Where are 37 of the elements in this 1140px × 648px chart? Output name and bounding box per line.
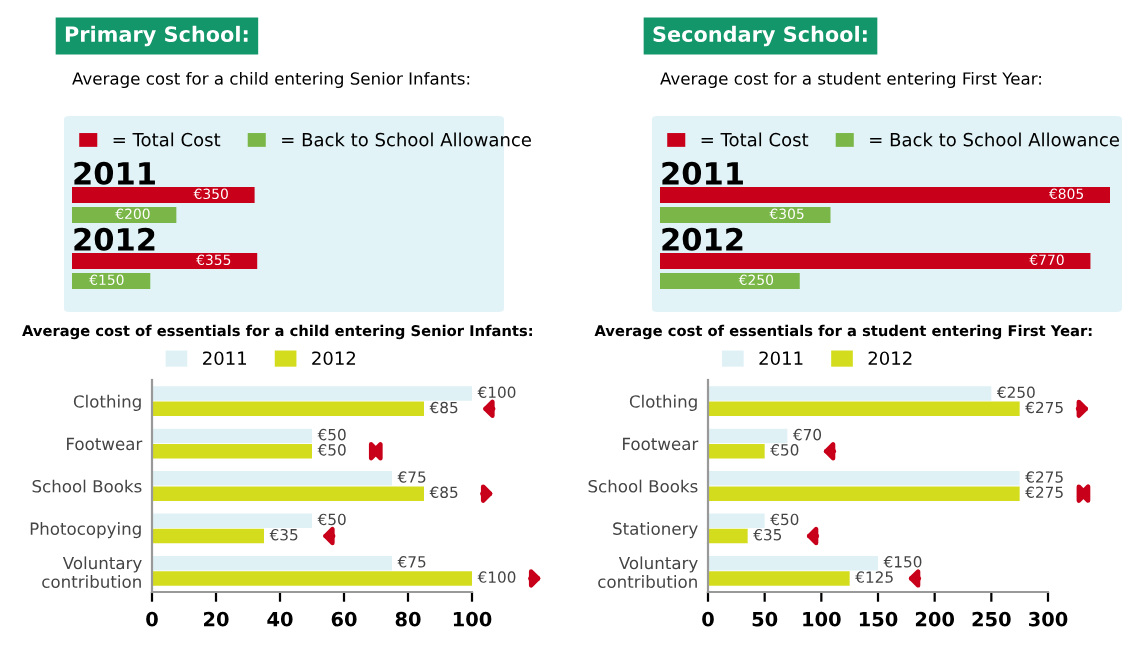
legend-label: = Back to School Allowance	[282, 132, 531, 147]
y-tick-label: Stationery	[613, 522, 698, 539]
x-tick-label: 100	[803, 611, 841, 627]
x-tick-label: 80	[395, 611, 421, 627]
x-tick-label: 250	[972, 611, 1011, 627]
chart-title: Secondary School:	[653, 25, 867, 47]
y-tick-label: Clothing	[629, 394, 697, 411]
chart-subtitle: Average cost for a student entering First Year:	[660, 71, 1041, 89]
legend-label: 2012	[868, 351, 912, 366]
x-tick-label: 200	[915, 611, 955, 627]
y-tick-label: 2011	[74, 161, 155, 185]
legend-label: 2011	[203, 351, 247, 366]
x-tick-label: 60	[331, 611, 357, 627]
x-tick-label: 50	[752, 611, 778, 627]
x-tick-label: 0	[702, 611, 714, 627]
y-tick-label: Footwear	[623, 437, 699, 451]
y-tick-label: School Books	[32, 479, 142, 493]
x-tick-label: 150	[859, 611, 898, 627]
y-tick-label: Photocopying	[30, 522, 141, 539]
y-tick-label: Voluntary contribution	[598, 556, 698, 588]
legend-label: = Back to School Allowance	[870, 132, 1119, 147]
y-tick-label: Voluntary contribution	[42, 556, 142, 588]
y-tick-label: Clothing	[73, 394, 141, 411]
chart-subtitle: Average cost for a child entering Senior Infants:	[72, 71, 470, 89]
y-tick-label: Footwear	[67, 437, 143, 451]
x-tick-label: 0	[146, 611, 158, 627]
x-tick-label: 100	[453, 611, 492, 627]
legend-label: = Total Cost	[113, 132, 221, 147]
x-tick-label: 300	[1029, 611, 1068, 627]
y-tick-label: 2012	[74, 227, 155, 251]
legend-label: = Total Cost	[701, 132, 809, 147]
x-tick-label: 20	[204, 611, 229, 627]
legend-label: 2012	[312, 351, 356, 366]
legend-label: 2011	[759, 351, 803, 366]
chart-title: Primary School:	[65, 25, 248, 47]
y-tick-label: School Books	[588, 479, 698, 493]
x-tick-label: 40	[267, 611, 293, 627]
